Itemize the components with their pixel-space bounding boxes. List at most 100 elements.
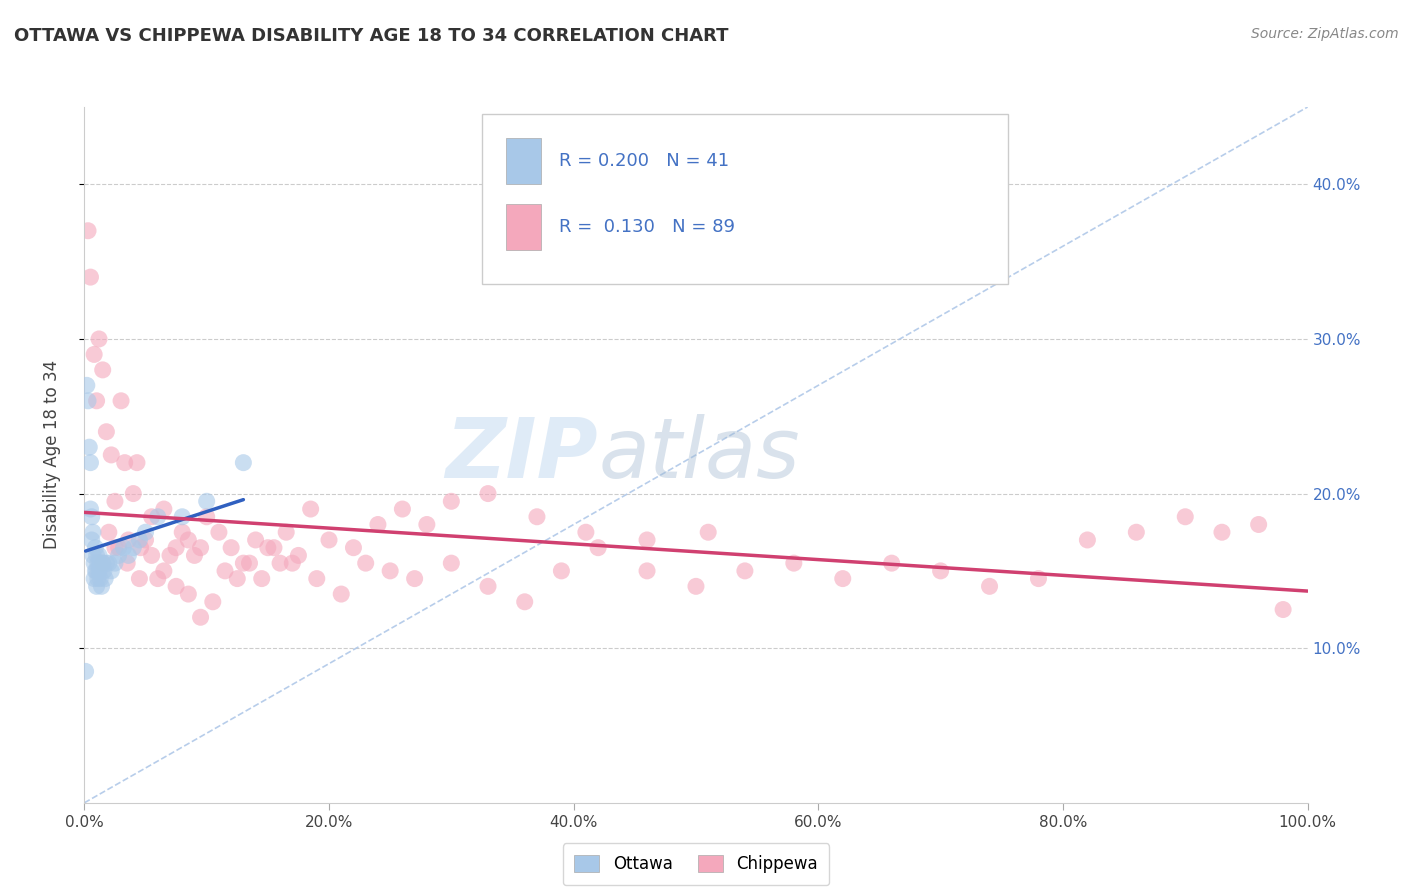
Point	[172, 525, 194, 540]
Point	[281, 556, 304, 570]
Point	[87, 332, 110, 346]
Point	[110, 393, 132, 408]
Point	[146, 509, 169, 524]
Point	[831, 572, 853, 586]
Point	[104, 556, 127, 570]
Point	[146, 572, 169, 586]
Text: Source: ZipAtlas.com: Source: ZipAtlas.com	[1251, 27, 1399, 41]
Legend: Ottawa, Chippewa: Ottawa, Chippewa	[562, 844, 830, 885]
Point	[122, 541, 145, 555]
Point	[195, 494, 218, 508]
Point	[83, 347, 105, 361]
Y-axis label: Disability Age 18 to 34: Disability Age 18 to 34	[42, 360, 60, 549]
Point	[783, 556, 806, 570]
Point	[697, 525, 720, 540]
Point	[195, 509, 218, 524]
Point	[183, 549, 205, 563]
Point	[107, 549, 129, 563]
Point	[250, 572, 273, 586]
Point	[354, 556, 377, 570]
Point	[80, 533, 103, 547]
Point	[1076, 533, 1098, 547]
Point	[141, 549, 163, 563]
Point	[190, 541, 212, 555]
Text: R = 0.200   N = 41: R = 0.200 N = 41	[560, 152, 730, 170]
Point	[93, 564, 115, 578]
Point	[165, 541, 187, 555]
Point	[276, 525, 298, 540]
Point	[104, 494, 127, 508]
Point	[128, 533, 150, 547]
Point	[91, 556, 114, 570]
Point	[80, 509, 103, 524]
Point	[87, 556, 110, 570]
Point	[97, 525, 120, 540]
Point	[440, 494, 463, 508]
Point	[550, 564, 572, 578]
Point	[232, 456, 254, 470]
Point	[526, 509, 548, 524]
Point	[685, 579, 707, 593]
Point	[404, 572, 426, 586]
Point	[214, 564, 236, 578]
Point	[269, 556, 291, 570]
Point	[90, 579, 112, 593]
FancyBboxPatch shape	[506, 138, 541, 184]
Point	[201, 595, 224, 609]
Point	[79, 456, 101, 470]
Point	[380, 564, 402, 578]
Point	[1211, 525, 1233, 540]
Text: atlas: atlas	[598, 415, 800, 495]
Point	[77, 224, 100, 238]
Point	[318, 533, 340, 547]
Point	[367, 517, 389, 532]
Point	[89, 572, 111, 586]
Point	[107, 541, 129, 555]
Point	[84, 564, 107, 578]
FancyBboxPatch shape	[482, 114, 1008, 285]
Point	[342, 541, 364, 555]
Point	[86, 564, 108, 578]
Point	[87, 572, 110, 586]
Point	[636, 533, 658, 547]
Point	[245, 533, 267, 547]
Point	[104, 541, 127, 555]
Point	[91, 556, 114, 570]
Point	[84, 541, 107, 555]
Point	[208, 525, 231, 540]
Point	[114, 456, 136, 470]
Point	[125, 456, 148, 470]
Point	[86, 579, 108, 593]
Point	[636, 564, 658, 578]
Point	[391, 502, 413, 516]
Point	[1247, 517, 1270, 532]
Text: OTTAWA VS CHIPPEWA DISABILITY AGE 18 TO 34 CORRELATION CHART: OTTAWA VS CHIPPEWA DISABILITY AGE 18 TO …	[14, 27, 728, 45]
Point	[416, 517, 439, 532]
Point	[117, 549, 139, 563]
Point	[77, 393, 100, 408]
Point	[135, 525, 157, 540]
Point	[83, 556, 105, 570]
Point	[1125, 525, 1147, 540]
Point	[79, 270, 101, 285]
Point	[734, 564, 756, 578]
Point	[153, 564, 176, 578]
Point	[129, 541, 152, 555]
Point	[117, 533, 139, 547]
Point	[232, 556, 254, 570]
Point	[513, 595, 536, 609]
Point	[91, 363, 114, 377]
Point	[153, 502, 176, 516]
Point	[177, 533, 200, 547]
Point	[477, 579, 499, 593]
Point	[226, 572, 249, 586]
Point	[87, 549, 110, 563]
Point	[135, 533, 157, 547]
Point	[305, 572, 328, 586]
Point	[82, 549, 104, 563]
Point	[82, 525, 104, 540]
Point	[257, 541, 280, 555]
Point	[122, 486, 145, 500]
Text: ZIP: ZIP	[446, 415, 598, 495]
Point	[77, 440, 100, 454]
